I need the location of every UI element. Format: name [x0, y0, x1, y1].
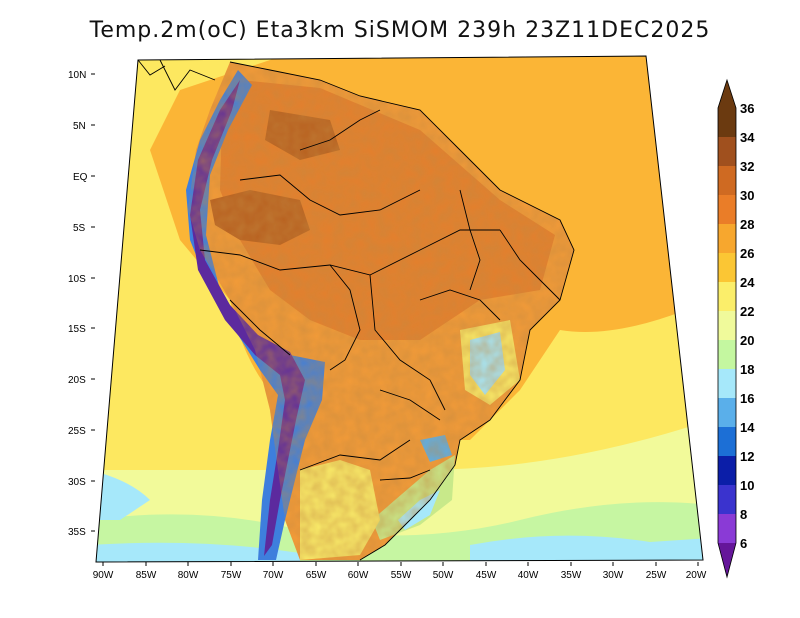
lon-tick: 60W — [348, 562, 369, 581]
lat-label: 5S — [73, 223, 86, 234]
map-frame — [95, 55, 704, 563]
lon-tick: 90W — [93, 562, 114, 581]
lon-tick: 35W — [561, 562, 582, 581]
longitude-axis: 90W 85W 80W 75W 70W 65W 60W 55W 50W 45W … — [93, 562, 707, 581]
colorbar-label: 22 — [740, 304, 754, 319]
lon-tick: 50W — [433, 562, 454, 581]
colorbar-swatch — [718, 514, 736, 543]
colorbar-label: 36 — [740, 101, 754, 116]
lon-label: 75W — [221, 570, 242, 581]
colorbar-swatch — [718, 166, 736, 195]
lon-tick: 75W — [221, 562, 242, 581]
lon-tick: 80W — [178, 562, 199, 581]
lon-label: 30W — [603, 570, 624, 581]
lon-label: 55W — [391, 570, 412, 581]
lon-tick: 30W — [603, 562, 624, 581]
colorbar-swatch — [718, 311, 736, 340]
lat-tick: 5N — [73, 121, 95, 132]
lat-label: 35S — [68, 527, 86, 538]
colorbar-swatch — [718, 108, 736, 137]
colorbar-label: 20 — [740, 333, 754, 348]
lat-tick: 20S — [68, 375, 95, 386]
colorbar-swatch — [718, 224, 736, 253]
lat-label: 15S — [68, 324, 86, 335]
lat-tick: 15S — [68, 324, 95, 335]
lat-tick: 35S — [68, 527, 95, 538]
lat-label: 30S — [68, 477, 86, 488]
ocean-cold-patch — [96, 470, 150, 520]
lon-tick: 55W — [391, 562, 412, 581]
lon-tick: 20W — [686, 562, 707, 581]
lon-label: 40W — [518, 570, 539, 581]
colorbar-swatch — [718, 427, 736, 456]
colorbar-label: 8 — [740, 507, 747, 522]
lat-tick: 10N — [68, 70, 95, 81]
colorbar-label: 10 — [740, 478, 754, 493]
colorbar-swatch — [718, 398, 736, 427]
colorbar-label: 30 — [740, 188, 754, 203]
colorbar-label: 34 — [740, 130, 755, 145]
colorbar-label: 12 — [740, 449, 754, 464]
colorbar-swatch — [718, 485, 736, 514]
lon-label: 90W — [93, 570, 114, 581]
colorbar-label: 16 — [740, 391, 754, 406]
lon-label: 45W — [476, 570, 497, 581]
colorbar-label: 28 — [740, 217, 754, 232]
lon-tick: 85W — [136, 562, 157, 581]
lat-tick: EQ — [73, 172, 95, 183]
colorbar-label: 18 — [740, 362, 754, 377]
colorbar-swatch — [718, 282, 736, 311]
map-title: Temp.2m(oC) Eta3km SiSMOM 239h 23Z11DEC2… — [89, 18, 711, 43]
country-borders — [137, 59, 575, 561]
lon-tick: 70W — [263, 562, 284, 581]
lon-tick: 25W — [646, 562, 667, 581]
lon-tick: 40W — [518, 562, 539, 581]
lat-label: 10N — [68, 70, 86, 81]
lon-label: 20W — [686, 570, 707, 581]
colorbar-label: 26 — [740, 246, 754, 261]
colorbar-bottom-arrow — [718, 543, 736, 577]
latitude-axis: 10N 5N EQ 5S 10S 15S 20S 25S 30S 35S — [68, 70, 95, 538]
map-field — [96, 56, 703, 562]
colorbar-label: 24 — [740, 275, 755, 290]
lon-label: 65W — [306, 570, 327, 581]
colorbar-swatch — [718, 253, 736, 282]
lat-label: 5N — [73, 121, 86, 132]
lat-tick: 30S — [68, 477, 95, 488]
lon-label: 25W — [646, 570, 667, 581]
lon-label: 70W — [263, 570, 284, 581]
lat-tick: 25S — [68, 426, 95, 437]
colorbar-swatch — [718, 340, 736, 369]
lon-tick: 45W — [476, 562, 497, 581]
colorbar-label: 6 — [740, 536, 747, 551]
lat-tick: 5S — [73, 223, 95, 234]
lon-label: 80W — [178, 570, 199, 581]
lat-label: EQ — [73, 172, 88, 183]
lon-label: 50W — [433, 570, 454, 581]
colorbar: 36 34 32 30 28 26 24 22 20 18 16 14 12 1… — [717, 78, 755, 579]
lat-label: 10S — [68, 274, 86, 285]
colorbar-label: 32 — [740, 159, 754, 174]
lon-label: 60W — [348, 570, 369, 581]
colorbar-label: 14 — [740, 420, 755, 435]
colorbar-swatch — [718, 456, 736, 485]
colorbar-outline — [717, 78, 737, 579]
colorbar-swatch — [718, 137, 736, 166]
lat-label: 20S — [68, 375, 86, 386]
lat-label: 25S — [68, 426, 86, 437]
land-texture — [188, 62, 574, 560]
colorbar-swatch — [718, 195, 736, 224]
lon-label: 85W — [136, 570, 157, 581]
colorbar-swatch — [718, 369, 736, 398]
colorbar-top-arrow — [718, 80, 736, 108]
lat-tick: 10S — [68, 274, 95, 285]
lon-label: 35W — [561, 570, 582, 581]
lon-tick: 65W — [306, 562, 327, 581]
